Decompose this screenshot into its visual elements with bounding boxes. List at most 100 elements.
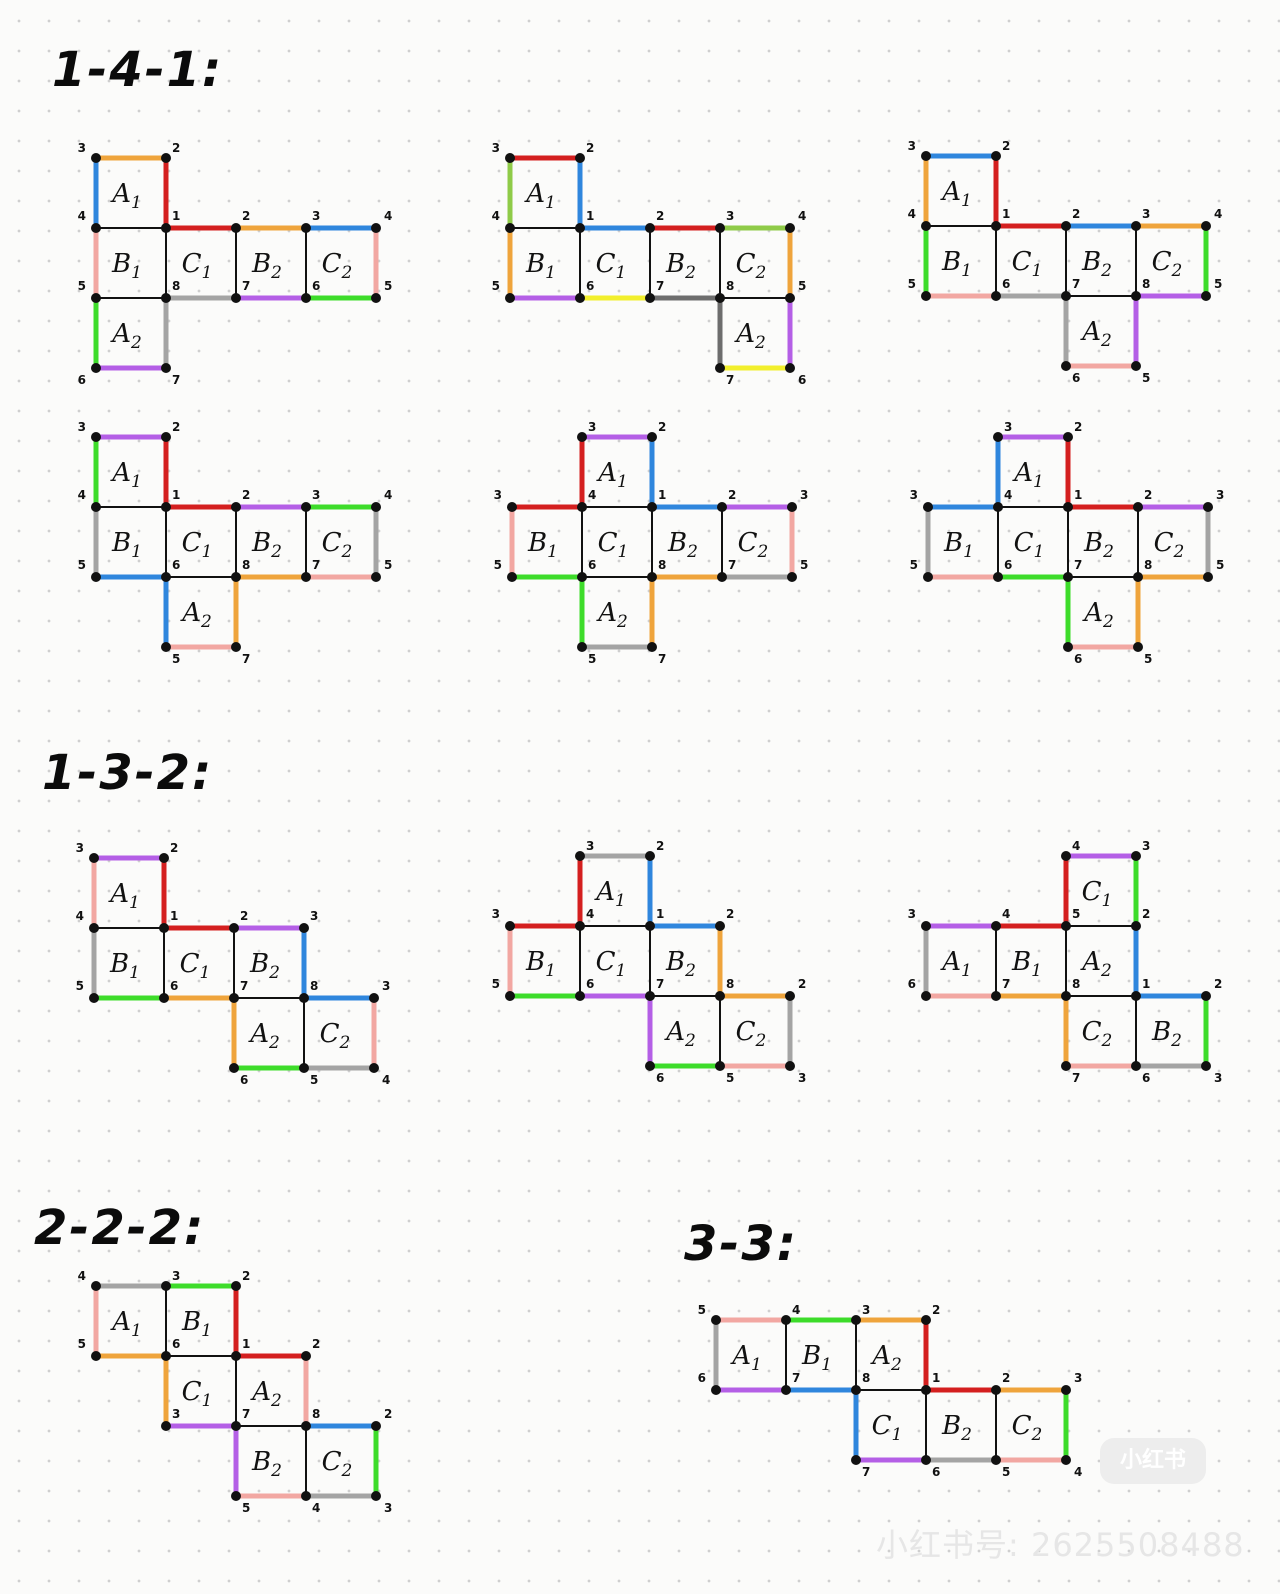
face-label-A2: A2 [180,598,212,632]
vertex-dot [371,1491,381,1501]
vertex-dot [505,293,515,303]
vertex-number: 2 [240,909,248,923]
vertex-number: 2 [384,1407,392,1421]
vertex-number: 1 [242,1337,250,1351]
vertex-number: 2 [242,209,250,223]
vertex-number: 3 [1142,839,1150,853]
vertex-number: 3 [78,141,86,155]
vertex-dot [1061,1455,1071,1465]
vertex-dot [161,223,171,233]
face-label-A2: A2 [596,598,628,632]
vertex-number: 5 [1144,652,1152,666]
cube-net-7: A1 B1 C1 B2 A2 C2 3 2 4 1 2 3 5 6 7 8 3 6 5 4 [76,841,391,1087]
vertex-dot [645,223,655,233]
vertex-dot [89,923,99,933]
face-label-C2: C2 [1012,1411,1043,1445]
vertex-number: 8 [172,279,180,293]
vertex-number: 4 [588,488,596,502]
face-label-A1: A1 [110,458,142,492]
vertex-number: 1 [172,488,180,502]
cube-net-11: A1 B1 A2 C1 B2 C2 5 4 3 2 6 7 8 1 2 3 7 6 5 4 [698,1303,1083,1479]
face-label-A1: A1 [110,179,142,213]
vertex-dot [371,1421,381,1431]
vertex-dot [921,221,931,231]
vertex-dot [645,851,655,861]
vertex-number: 3 [382,979,390,993]
vertex-dot [1061,991,1071,1001]
vertex-dot [923,502,933,512]
vertex-dot [575,991,585,1001]
vertex-number: 4 [792,1303,800,1317]
vertex-dot [923,572,933,582]
face-label-A1: A1 [108,879,140,913]
vertex-dot [371,502,381,512]
vertex-number: 2 [932,1303,940,1317]
vertex-number: 6 [586,977,594,991]
face-label-C2: C2 [322,1447,353,1481]
vertex-dot [577,572,587,582]
watermark-account-id: 小红书号: 2625508488 [876,1526,1245,1564]
vertex-number: 3 [798,1071,806,1085]
face-label-C2: C2 [322,528,353,562]
vertex-dot [1201,1061,1211,1071]
cube-net-5: A1 B1 C1 B2 C2 A2 3 2 3 4 1 2 3 5 6 8 7 5 5 7 [494,420,809,666]
vertex-number: 5 [242,1501,250,1515]
vertex-dot [1063,572,1073,582]
vertex-dot [231,1281,241,1291]
face-label-B2: B2 [665,947,696,981]
face-label-B1: B1 [1011,947,1042,981]
face-label-A2: A2 [870,1341,902,1375]
vertex-number: 1 [1002,207,1010,221]
vertex-number: 5 [172,652,180,666]
vertex-dot [91,153,101,163]
vertex-number: 8 [726,279,734,293]
cube-net-10: A1 B1 C1 A2 B2 C2 4 3 2 5 6 1 2 3 7 8 2 5 4 3 [78,1269,393,1515]
vertex-number: 7 [1072,277,1080,291]
cube-net-9: C1 A1 B1 A2 C2 B2 4 3 3 4 5 2 6 7 8 1 2 7 6 3 [908,839,1223,1085]
vertex-number: 1 [172,209,180,223]
vertex-number: 4 [1004,488,1012,502]
vertex-dot [507,572,517,582]
vertex-number: 3 [76,841,84,855]
vertex-number: 3 [1142,207,1150,221]
vertex-number: 2 [1002,139,1010,153]
face-label-C2: C2 [736,249,767,283]
face-label-B1: B1 [527,528,558,562]
vertex-dot [161,642,171,652]
vertex-number: 4 [78,488,86,502]
vertex-number: 4 [384,209,392,223]
vertex-number: 4 [312,1501,320,1515]
vertex-dot [921,921,931,931]
vertex-dot [1061,851,1071,861]
vertex-number: 6 [78,373,86,387]
vertex-dot [575,293,585,303]
face-label-C1: C1 [598,528,629,562]
vertex-number: 7 [1072,1071,1080,1085]
vertex-dot [785,363,795,373]
vertex-number: 7 [172,373,180,387]
vertex-number: 7 [658,652,666,666]
vertex-dot [647,642,657,652]
vertex-dot [1061,221,1071,231]
section-heading-3-3: 3-3: [684,1216,798,1272]
vertex-number: 3 [586,839,594,853]
vertex-number: 5 [78,1337,86,1351]
vertex-dot [1061,921,1071,931]
face-label-A2: A2 [1082,598,1114,632]
vertex-number: 5 [1002,1465,1010,1479]
vertex-number: 3 [172,1407,180,1421]
vertex-dot [1201,221,1211,231]
vertex-dot [647,572,657,582]
face-label-B1: B1 [801,1341,832,1375]
vertex-dot [301,1421,311,1431]
vertex-number: 2 [312,1337,320,1351]
face-label-A1: A1 [110,1307,142,1341]
vertex-dot [1203,502,1213,512]
vertex-number: 5 [310,1073,318,1087]
vertex-number: 8 [658,558,666,572]
vertex-number: 7 [792,1371,800,1385]
face-label-C1: C1 [872,1411,903,1445]
cube-net-6: A1 B1 C1 B2 C2 A2 3 2 3 4 1 2 3 5 6 7 8 5 6 5 [910,420,1225,666]
face-label-B1: B1 [941,247,972,281]
vertex-number: 3 [908,907,916,921]
